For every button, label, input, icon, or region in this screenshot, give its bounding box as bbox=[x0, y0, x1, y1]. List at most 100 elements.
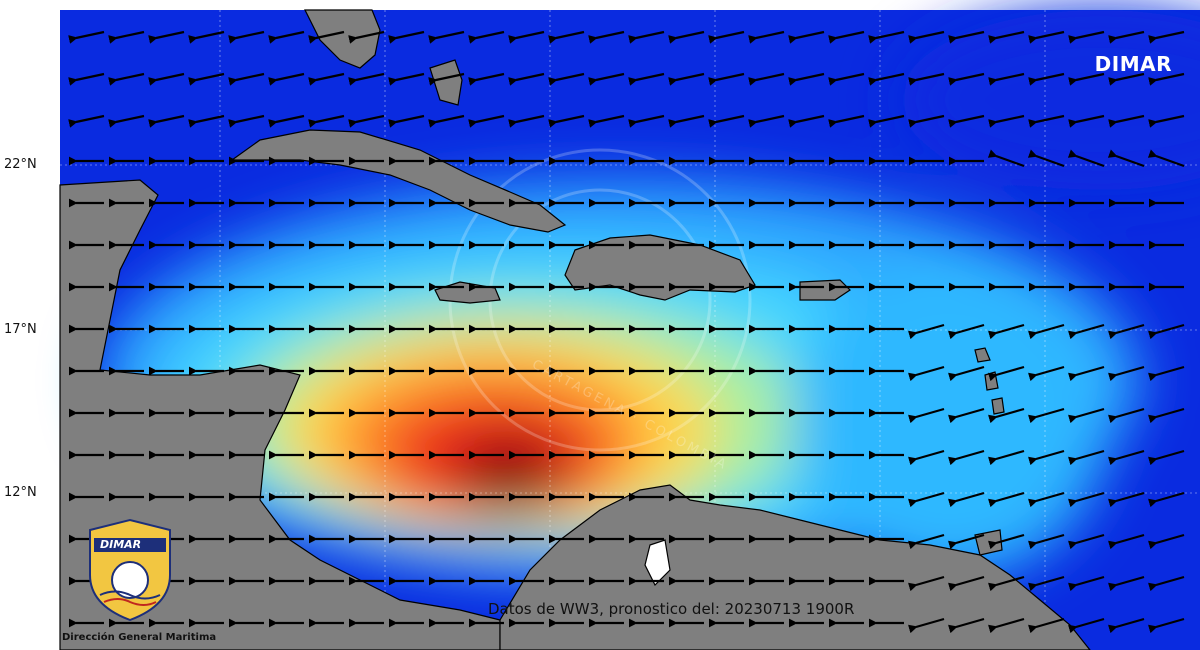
direction-arrow bbox=[948, 114, 985, 128]
direction-arrow bbox=[1108, 533, 1145, 550]
direction-arrow bbox=[1148, 617, 1185, 634]
direction-arrow bbox=[468, 114, 505, 128]
direction-arrow bbox=[1028, 449, 1065, 466]
direction-arrow bbox=[668, 114, 705, 128]
direction-arrow bbox=[1068, 575, 1105, 592]
direction-arrow bbox=[1068, 323, 1105, 340]
direction-arrow bbox=[1148, 575, 1185, 592]
direction-arrow bbox=[1108, 72, 1145, 86]
direction-arrow bbox=[908, 533, 945, 550]
organization-name: Dirección General Maritima bbox=[62, 632, 217, 643]
direction-arrow bbox=[948, 575, 985, 592]
direction-arrow bbox=[708, 114, 745, 128]
direction-arrow bbox=[588, 30, 625, 44]
logo-text: DIMAR bbox=[100, 538, 142, 551]
direction-arrow bbox=[308, 72, 345, 86]
direction-arrow bbox=[708, 30, 745, 44]
direction-arrow bbox=[1068, 449, 1105, 466]
direction-arrow bbox=[908, 617, 945, 634]
direction-arrow bbox=[1068, 407, 1105, 424]
direction-arrow bbox=[548, 72, 585, 86]
direction-arrow bbox=[108, 72, 145, 86]
direction-arrow bbox=[948, 407, 985, 424]
direction-arrow bbox=[1108, 575, 1145, 592]
direction-arrow bbox=[388, 114, 425, 128]
direction-arrow bbox=[1028, 575, 1065, 592]
latitude-label-12n: 12°N bbox=[4, 485, 37, 500]
latitude-label-22n: 22°N bbox=[4, 157, 37, 172]
direction-arrows bbox=[68, 30, 1185, 634]
direction-arrow bbox=[628, 30, 665, 44]
direction-arrow bbox=[828, 114, 865, 128]
direction-arrow bbox=[508, 30, 545, 44]
direction-arrow bbox=[708, 72, 745, 86]
direction-arrow bbox=[108, 114, 145, 128]
direction-arrow bbox=[1028, 72, 1065, 86]
direction-arrow bbox=[68, 114, 105, 128]
direction-arrow bbox=[1068, 114, 1105, 128]
direction-arrow bbox=[1148, 30, 1185, 44]
direction-arrow bbox=[268, 114, 305, 128]
direction-arrow bbox=[308, 30, 345, 44]
direction-arrow bbox=[988, 72, 1025, 86]
direction-arrow bbox=[988, 407, 1025, 424]
direction-arrow bbox=[1028, 533, 1065, 550]
direction-arrow bbox=[908, 449, 945, 466]
direction-arrow bbox=[1107, 149, 1145, 168]
direction-arrow bbox=[988, 30, 1025, 44]
direction-arrow bbox=[1067, 149, 1105, 168]
direction-arrow bbox=[548, 30, 585, 44]
direction-arrow bbox=[188, 72, 225, 86]
direction-arrow bbox=[668, 72, 705, 86]
direction-arrow bbox=[348, 114, 385, 128]
direction-arrow bbox=[1108, 30, 1145, 44]
direction-arrow bbox=[988, 617, 1025, 634]
direction-arrow bbox=[1147, 149, 1185, 168]
latitude-label-17n: 17°N bbox=[4, 322, 37, 337]
direction-arrow bbox=[828, 30, 865, 44]
direction-arrow bbox=[188, 114, 225, 128]
direction-arrow bbox=[548, 114, 585, 128]
lake-maracaibo bbox=[644, 539, 671, 587]
direction-arrow bbox=[948, 449, 985, 466]
direction-arrow bbox=[988, 365, 1025, 382]
direction-arrow bbox=[908, 30, 945, 44]
direction-arrow bbox=[68, 72, 105, 86]
direction-arrow bbox=[268, 30, 305, 44]
direction-arrow bbox=[1108, 323, 1145, 340]
direction-arrow bbox=[868, 30, 905, 44]
direction-arrow bbox=[748, 114, 785, 128]
direction-arrow bbox=[1108, 491, 1145, 508]
direction-arrow bbox=[188, 30, 225, 44]
direction-arrow bbox=[748, 30, 785, 44]
direction-arrow bbox=[948, 30, 985, 44]
direction-arrow bbox=[988, 323, 1025, 340]
direction-arrow bbox=[108, 30, 145, 44]
direction-arrow bbox=[1028, 407, 1065, 424]
direction-arrow bbox=[748, 72, 785, 86]
florida-land bbox=[304, 9, 381, 69]
direction-arrow bbox=[428, 72, 465, 86]
direction-arrow bbox=[628, 114, 665, 128]
direction-arrow bbox=[588, 72, 625, 86]
direction-arrow bbox=[1148, 72, 1185, 86]
direction-arrow bbox=[788, 30, 825, 44]
direction-arrow bbox=[148, 72, 185, 86]
direction-arrow bbox=[1108, 449, 1145, 466]
direction-arrow bbox=[1148, 449, 1185, 466]
direction-arrow bbox=[1108, 365, 1145, 382]
direction-arrow bbox=[1028, 617, 1065, 634]
direction-arrow bbox=[468, 72, 505, 86]
direction-arrow bbox=[948, 491, 985, 508]
direction-arrow bbox=[228, 30, 265, 44]
direction-arrow bbox=[1108, 114, 1145, 128]
direction-arrow bbox=[1148, 323, 1185, 340]
direction-arrow bbox=[1028, 114, 1065, 128]
direction-arrow bbox=[988, 533, 1025, 550]
direction-arrow bbox=[628, 72, 665, 86]
direction-arrow bbox=[1028, 491, 1065, 508]
direction-arrow bbox=[988, 491, 1025, 508]
direction-arrow bbox=[1068, 491, 1105, 508]
direction-arrow bbox=[148, 30, 185, 44]
direction-arrow bbox=[908, 72, 945, 86]
